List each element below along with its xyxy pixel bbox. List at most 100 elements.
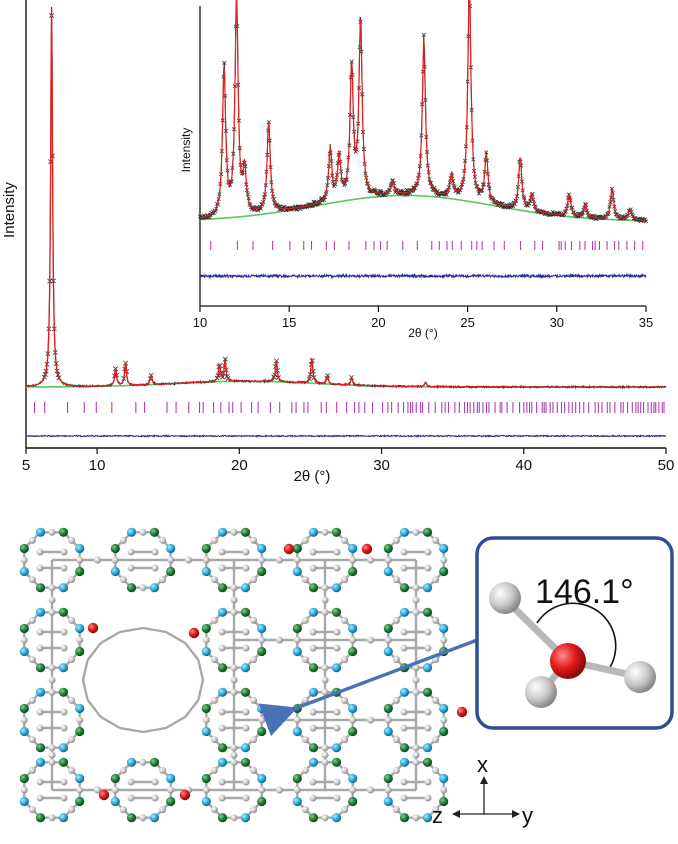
ring-atom	[399, 743, 410, 753]
nitrogen-atom	[399, 607, 410, 617]
bridging-oxygen-atom	[283, 543, 295, 555]
linker-atom	[392, 766, 400, 774]
nitrogen-atom	[257, 623, 267, 634]
linker-atom	[293, 556, 301, 564]
linker-atom	[127, 794, 135, 802]
linker-atom	[202, 556, 210, 564]
nitrogen-atom	[58, 583, 69, 593]
framework-bond	[184, 699, 200, 718]
ring-atom	[399, 583, 410, 593]
nitrogen-atom	[422, 583, 433, 593]
inset-difference-line	[199, 272, 647, 280]
linker-atom	[218, 628, 226, 636]
ring-atom	[35, 663, 46, 673]
linker-atom	[20, 556, 28, 564]
nitrogen-atom	[348, 773, 358, 784]
linker-atom	[36, 708, 44, 716]
linker-atom	[250, 736, 258, 744]
ring-atom	[217, 583, 228, 593]
bridging-oxygen-atom	[456, 706, 468, 718]
main-difference-line	[25, 434, 667, 439]
linker-atom	[242, 724, 250, 732]
linker-atom	[400, 628, 408, 636]
ring-atom	[292, 623, 302, 634]
linker-atom	[159, 536, 167, 544]
linker-atom	[349, 716, 357, 724]
nitrogen-atom	[35, 527, 46, 537]
x-tick-label: 35	[639, 315, 653, 330]
x-tick-label: 10	[89, 457, 106, 474]
linker-atom	[301, 656, 309, 664]
linker-atom	[412, 608, 420, 616]
linker-atom	[230, 688, 238, 696]
linker-atom	[424, 708, 432, 716]
bridging-oxygen-atom	[188, 627, 200, 639]
linker-atom	[258, 636, 266, 644]
linker-atom	[432, 766, 440, 774]
linker-atom	[60, 564, 68, 572]
nitrogen-atom	[422, 663, 433, 673]
linker-atom	[392, 696, 400, 704]
atom-h2	[525, 676, 557, 708]
linker-atom	[68, 576, 76, 584]
nitrogen-atom	[58, 813, 69, 823]
linker-atom	[333, 644, 341, 652]
nitrogen-atom	[35, 687, 46, 697]
linker-atom	[432, 806, 440, 814]
linker-atom	[333, 794, 341, 802]
linker-atom	[242, 628, 250, 636]
linker-atom	[230, 676, 238, 684]
nitrogen-atom	[166, 773, 176, 784]
nitrogen-atom	[399, 757, 410, 767]
linker-atom	[309, 564, 317, 572]
framework-bond	[184, 642, 200, 661]
nitrogen-atom	[19, 566, 29, 577]
ring-atom	[292, 773, 302, 784]
linker-atom	[202, 716, 210, 724]
framework-bond	[165, 630, 186, 645]
nitrogen-atom	[292, 726, 302, 737]
linker-atom	[68, 766, 76, 774]
linker-atom	[250, 696, 258, 704]
linker-atom	[412, 664, 420, 672]
linker-atom	[218, 644, 226, 652]
z-arrowhead	[452, 810, 460, 818]
linker-atom	[151, 564, 159, 572]
ring-atom	[257, 646, 267, 657]
x-tick-label: 50	[658, 457, 675, 474]
linker-atom	[242, 548, 250, 556]
bridging-oxygen-atom	[179, 789, 191, 801]
linker-atom	[76, 556, 84, 564]
linker-atom	[301, 766, 309, 774]
linker-atom	[392, 616, 400, 624]
inset-calculated-line	[200, 0, 647, 221]
linker-atom	[68, 806, 76, 814]
nitrogen-atom	[383, 566, 393, 577]
axis-y-label: y	[522, 803, 533, 828]
linker-atom	[230, 584, 238, 592]
nitrogen-atom	[308, 687, 319, 697]
nitrogen-atom	[19, 646, 29, 657]
main-calculated-line	[26, 6, 666, 388]
linker-atom	[412, 758, 420, 766]
linker-atom	[68, 536, 76, 544]
inset-reflection-markers	[210, 241, 644, 250]
ring-atom	[166, 796, 176, 807]
linker-atom	[341, 536, 349, 544]
linker-atom	[119, 536, 127, 544]
ring-atom	[348, 796, 358, 807]
ring-atom	[348, 566, 358, 577]
linker-atom	[28, 806, 36, 814]
nitrogen-atom	[110, 566, 120, 577]
linker-atom	[366, 716, 375, 724]
linker-atom	[242, 778, 250, 786]
axes-compass: x y z	[432, 752, 533, 828]
linker-atom	[321, 664, 329, 672]
linker-atom	[275, 556, 284, 564]
ring-atom	[331, 527, 342, 537]
nitrogen-atom	[217, 607, 228, 617]
framework-bond	[100, 715, 121, 730]
nitrogen-atom	[110, 796, 120, 807]
linker-atom	[230, 608, 238, 616]
